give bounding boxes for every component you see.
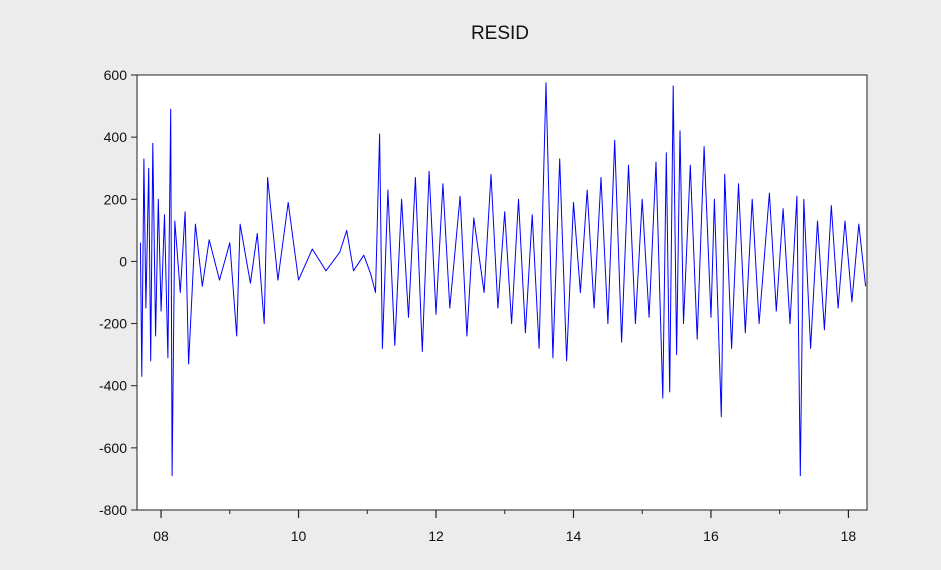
- series-line: [139, 82, 867, 477]
- x-tick-label: 18: [841, 528, 857, 544]
- y-tick-label: 400: [104, 129, 128, 145]
- y-tick-label: -800: [99, 502, 127, 518]
- x-tick-label: 12: [428, 528, 444, 544]
- y-tick-label: -200: [99, 316, 127, 332]
- plot-frame: [136, 74, 868, 511]
- x-tick-label: 08: [153, 528, 169, 544]
- y-tick-label: 0: [119, 253, 127, 269]
- x-tick-label: 10: [291, 528, 307, 544]
- series-layer: [139, 82, 867, 477]
- y-tick-label: -400: [99, 378, 127, 394]
- x-tick-label: 14: [566, 528, 582, 544]
- y-axis: 600 400 200 0 -200 -400 -600 -800: [99, 67, 137, 518]
- y-tick-label: -600: [99, 440, 127, 456]
- x-tick-label: 16: [703, 528, 719, 544]
- y-tick-label: 600: [104, 67, 128, 83]
- chart-title: RESID: [471, 23, 529, 44]
- y-tick-label: 200: [104, 191, 128, 207]
- plot-area: [136, 74, 868, 511]
- x-axis: 08 10 12 14 16 18: [153, 510, 856, 544]
